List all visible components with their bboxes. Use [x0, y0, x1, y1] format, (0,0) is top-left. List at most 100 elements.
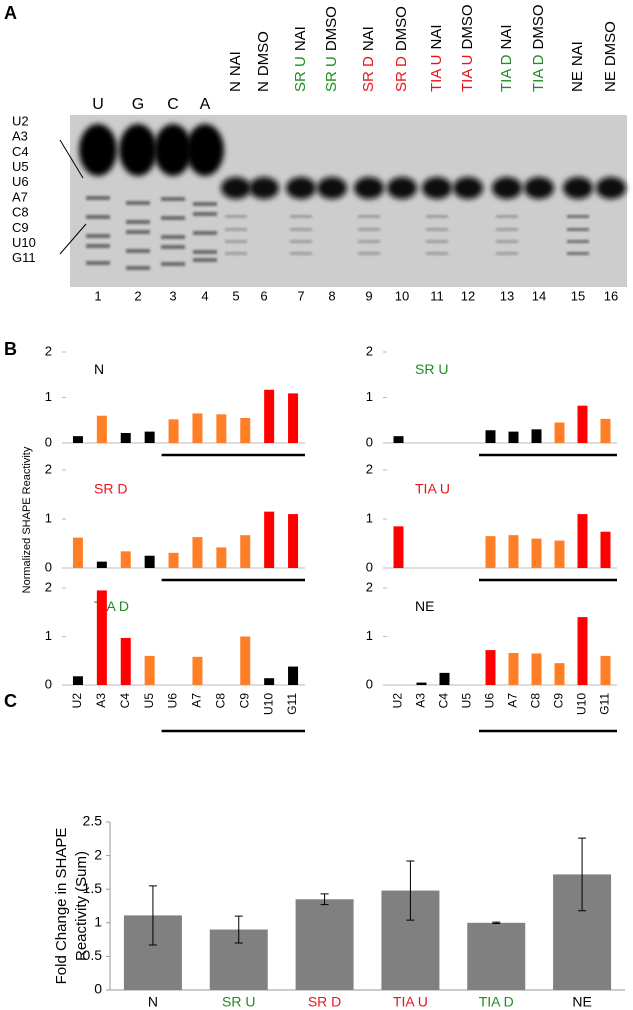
- y-tick-label: 1: [366, 510, 373, 525]
- y-tick-label: 2: [366, 461, 373, 476]
- lane-label: U: [92, 96, 104, 113]
- gel-band: [358, 228, 380, 231]
- bar: [577, 617, 588, 685]
- lane-treatment: NAI: [428, 24, 445, 49]
- bar: [192, 413, 203, 443]
- y-tick-label: 0: [45, 434, 52, 449]
- lane-treatment: DMSO: [323, 6, 340, 51]
- gel-band: [496, 228, 518, 231]
- gel-band: [524, 177, 554, 199]
- bar: [508, 535, 519, 568]
- gel-band: [290, 240, 312, 243]
- gel-band: [225, 240, 247, 243]
- error-bar: [578, 837, 587, 912]
- nucleotide-label: C4: [12, 144, 29, 159]
- lane-sample: SR U: [323, 56, 340, 92]
- lane-sample: TIA U: [428, 54, 445, 92]
- lane-number: 15: [571, 288, 585, 303]
- lane-treatment: NAI: [292, 26, 309, 51]
- bar: [554, 540, 565, 568]
- x-tick-label: U5: [142, 693, 156, 709]
- gel-band: [86, 261, 110, 265]
- y-tick-label: 0: [45, 676, 52, 691]
- gel-band: [358, 240, 380, 243]
- panel-label: A: [4, 3, 17, 23]
- bar: [531, 653, 542, 685]
- gel-band: [161, 216, 185, 220]
- x-tick-label: U5: [460, 693, 474, 709]
- bar: [439, 672, 450, 685]
- lane-label: SR U NAI: [292, 26, 309, 92]
- bar: [554, 663, 565, 685]
- gel-band: [387, 177, 417, 199]
- lane-treatment: DMSO: [393, 6, 410, 51]
- gel-band: [249, 177, 279, 199]
- lane-label: SR D DMSO: [393, 6, 410, 92]
- x-tick-label: N: [148, 994, 158, 1010]
- bar: [216, 414, 227, 443]
- x-tick-label: G11: [285, 693, 299, 715]
- y-tick-label: 0: [94, 981, 102, 997]
- lane-treatment: NAI: [360, 26, 377, 51]
- nucleotide-label: C8: [12, 205, 29, 220]
- lane-label: A: [200, 96, 211, 113]
- gel-band: [193, 250, 217, 254]
- gel-band: [290, 215, 312, 218]
- bar: [240, 636, 251, 685]
- bar: [96, 415, 107, 443]
- y-tick-label: 2: [45, 343, 52, 358]
- gel-band: [317, 177, 347, 199]
- x-tick-label: U10: [261, 693, 275, 715]
- lane-number: 4: [201, 288, 208, 303]
- bar: [120, 432, 131, 443]
- y-tick-label: 2.5: [83, 813, 103, 829]
- panel-title: SR U: [415, 361, 448, 377]
- x-tick-label: U6: [483, 693, 497, 709]
- y-tick-label: 0: [45, 559, 52, 574]
- lane-number: 13: [500, 288, 514, 303]
- panel-title: TIA U: [415, 480, 450, 496]
- y-tick-label: 1: [94, 914, 102, 930]
- nucleotide-label: G11: [12, 250, 36, 265]
- y-tick-label: 2: [366, 343, 373, 358]
- x-tick-label: U10: [575, 693, 589, 715]
- bar: [120, 637, 131, 685]
- gel-band: [596, 177, 626, 199]
- gel-band: [221, 177, 251, 199]
- bar: [577, 514, 588, 568]
- gel-band: [290, 252, 312, 255]
- lane-number: 14: [532, 288, 546, 303]
- x-tick-label: U2: [70, 693, 84, 709]
- x-tick-label: TIA U: [393, 994, 428, 1010]
- y-tick-label: 0: [366, 676, 373, 691]
- lane-label: TIA D DMSO: [530, 4, 547, 92]
- bar: [531, 538, 542, 568]
- panel-title: N: [94, 361, 104, 377]
- y-tick-label: 2: [45, 579, 52, 594]
- gel-image: [70, 115, 627, 287]
- gel-band: [426, 252, 448, 255]
- gel-band: [453, 177, 483, 199]
- gel-band: [567, 215, 589, 218]
- lane-label: SR U DMSO: [323, 6, 340, 92]
- bar: [485, 650, 496, 685]
- lane-number: 1: [94, 288, 101, 303]
- lane-treatment: DMSO: [602, 21, 619, 66]
- nucleotide-label: U5: [12, 159, 29, 174]
- gel-band: [422, 177, 452, 199]
- lane-number: 8: [328, 288, 335, 303]
- bar: [577, 405, 588, 443]
- bar: [264, 678, 275, 685]
- y-tick-label: 1: [45, 510, 52, 525]
- pointer-line: [59, 223, 87, 255]
- lane-label: SR D NAI: [360, 26, 377, 92]
- x-tick-label: U6: [166, 693, 180, 709]
- x-tick-label: C4: [118, 693, 132, 709]
- gel-band: [496, 252, 518, 255]
- lane-treatment: DMSO: [459, 4, 476, 49]
- lane-treatment: NAI: [498, 24, 515, 49]
- gel-band: [86, 234, 110, 238]
- y-tick-label: 0.5: [83, 947, 103, 963]
- lane-label: TIA U NAI: [428, 24, 445, 92]
